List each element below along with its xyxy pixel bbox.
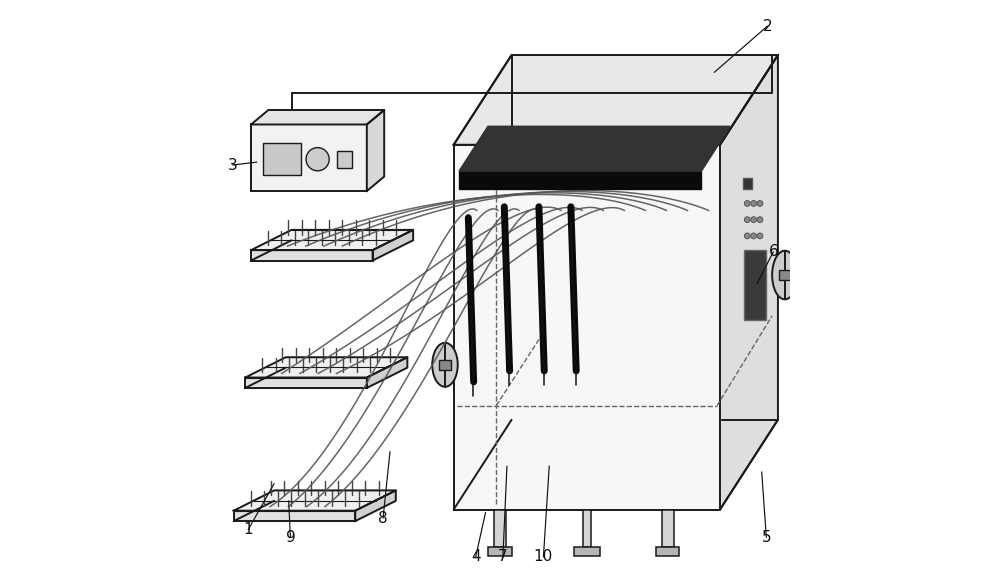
Bar [439, 360, 451, 370]
Circle shape [744, 233, 750, 239]
Text: 8: 8 [378, 511, 388, 526]
Text: 5: 5 [762, 530, 771, 545]
Text: 1: 1 [243, 522, 253, 537]
Bar [494, 510, 506, 547]
Bar [743, 178, 752, 189]
Bar [574, 547, 600, 556]
Circle shape [751, 200, 756, 206]
Polygon shape [373, 230, 413, 261]
Circle shape [757, 217, 763, 222]
Bar [662, 510, 674, 547]
Polygon shape [251, 250, 373, 261]
Bar [583, 510, 591, 547]
Polygon shape [355, 490, 396, 521]
Bar [744, 250, 766, 320]
Circle shape [744, 200, 750, 206]
Ellipse shape [432, 343, 458, 387]
Circle shape [744, 217, 750, 222]
Circle shape [751, 217, 756, 222]
Text: 7: 7 [498, 549, 508, 565]
Polygon shape [251, 230, 413, 250]
Text: 9: 9 [286, 530, 295, 545]
Circle shape [751, 233, 756, 239]
Bar [263, 143, 301, 175]
Polygon shape [245, 378, 367, 388]
Circle shape [306, 148, 329, 171]
Bar [656, 547, 679, 556]
Polygon shape [234, 490, 396, 511]
Polygon shape [459, 171, 701, 189]
Text: 4: 4 [471, 549, 480, 565]
Polygon shape [454, 145, 720, 510]
Text: 10: 10 [534, 549, 553, 565]
Polygon shape [454, 55, 778, 145]
Bar [337, 151, 352, 168]
Ellipse shape [772, 251, 798, 299]
Polygon shape [245, 357, 407, 378]
Text: 3: 3 [228, 157, 237, 173]
Polygon shape [251, 110, 384, 124]
Polygon shape [720, 55, 778, 510]
Bar [488, 547, 512, 556]
Bar [779, 270, 791, 280]
Polygon shape [234, 511, 355, 521]
Circle shape [757, 200, 763, 206]
Polygon shape [459, 126, 730, 171]
Circle shape [757, 233, 763, 239]
Polygon shape [367, 357, 407, 388]
Text: 2: 2 [763, 19, 772, 34]
Bar [251, 124, 367, 191]
Text: 6: 6 [768, 244, 778, 259]
Polygon shape [367, 110, 384, 191]
